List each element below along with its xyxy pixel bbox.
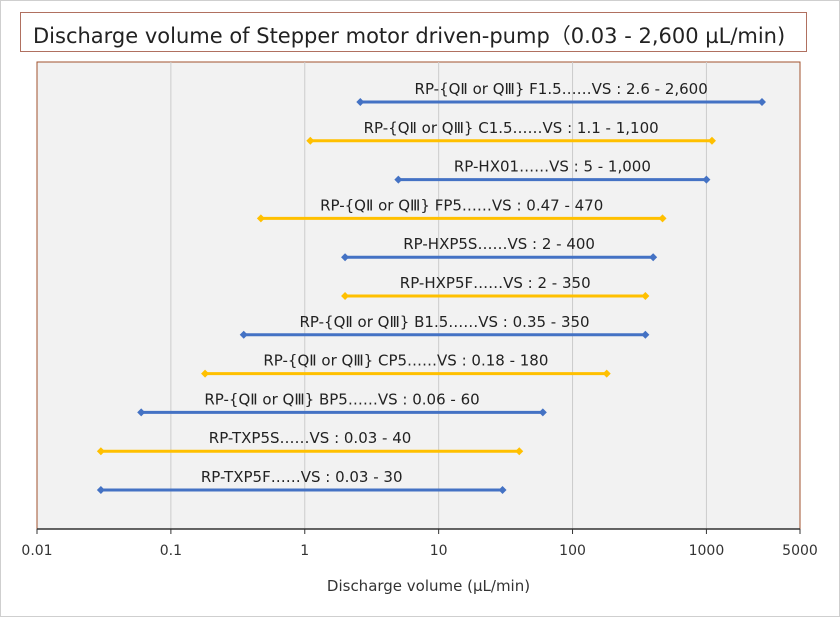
chart-title-box: Discharge volume of Stepper motor driven… [20,12,807,52]
range-min-marker [137,408,146,417]
range-min-marker [394,175,403,184]
range-bar-label: RP-HXP5F……VS : 2 - 350 [400,274,591,292]
range-bar-label: RP-{QⅡ or QⅢ} C1.5……VS : 1.1 - 1,100 [364,119,659,137]
range-max-marker [658,214,667,223]
range-bar-label: RP-{QⅡ or QⅢ} BP5……VS : 0.06 - 60 [204,390,479,408]
x-axis-ticks: 0.01 0.1 1 10 100 1000 5000 [21,528,818,559]
range-bar-label: RP-{QⅡ or QⅢ} F1.5……VS : 2.6 - 2,600 [415,80,708,98]
range-max-marker [498,486,507,494]
range-max-marker [515,447,524,456]
range-bar: RP-{QⅡ or QⅢ} F1.5……VS : 2.6 - 2,600 [356,80,766,106]
range-max-marker [757,98,766,106]
chart-title: Discharge volume of Stepper motor driven… [33,24,786,48]
range-max-marker [649,253,658,262]
range-bar: RP-TXP5F……VS : 0.03 - 30 [96,468,507,494]
tick-label: 1000 [689,543,725,559]
range-bar: RP-{QⅡ or QⅢ} CP5……VS : 0.18 - 180 [201,352,611,378]
range-max-marker [641,330,650,339]
range-bar: RP-{QⅡ or QⅢ} C1.5……VS : 1.1 - 1,100 [306,119,716,145]
tick-label: 1 [300,543,309,559]
range-min-marker [96,447,105,456]
range-min-marker [239,330,248,339]
range-bar: RP-HX01……VS : 5 - 1,000 [394,158,711,184]
range-bar: RP-{QⅡ or QⅢ} B1.5……VS : 0.35 - 350 [239,313,650,339]
x-axis-label: Discharge volume (µL/min) [327,577,530,595]
range-bar: RP-HXP5S……VS : 2 - 400 [341,235,658,262]
range-min-marker [356,98,365,106]
range-min-marker [96,486,105,494]
tick-label: 0.1 [160,543,182,559]
range-bar: RP-HXP5F……VS : 2 - 350 [341,274,650,300]
range-max-marker [602,369,611,378]
tick-label: 0.01 [21,543,52,559]
tick-label: 10 [430,543,448,559]
range-bar-label: RP-{QⅡ or QⅢ} CP5……VS : 0.18 - 180 [263,352,548,370]
range-max-marker [538,408,547,417]
range-bar-label: RP-TXP5S……VS : 0.03 - 40 [209,429,412,447]
range-bar-label: RP-HXP5S……VS : 2 - 400 [403,235,595,253]
range-min-marker [201,369,210,378]
range-bar: RP-{QⅡ or QⅢ} BP5……VS : 0.06 - 60 [137,390,547,417]
range-bar-label: RP-HX01……VS : 5 - 1,000 [454,158,651,176]
range-min-marker [341,253,350,262]
range-min-marker [341,292,350,300]
range-max-marker [707,136,716,145]
range-max-marker [641,292,650,300]
range-bar-label: RP-{QⅡ or QⅢ} FP5……VS : 0.47 - 470 [320,196,603,214]
tick-label: 5000 [782,543,818,559]
range-bar: RP-TXP5S……VS : 0.03 - 40 [96,429,524,456]
range-bar-label: RP-TXP5F……VS : 0.03 - 30 [201,468,403,486]
range-bars: RP-{QⅡ or QⅢ} F1.5……VS : 2.6 - 2,600 RP-{… [96,80,766,494]
range-bar: RP-{QⅡ or QⅢ} FP5……VS : 0.47 - 470 [256,196,667,223]
range-min-marker [306,136,315,145]
range-bar-label: RP-{QⅡ or QⅢ} B1.5……VS : 0.35 - 350 [299,313,589,331]
range-min-marker [256,214,265,223]
range-max-marker [702,175,711,184]
tick-label: 100 [559,543,586,559]
